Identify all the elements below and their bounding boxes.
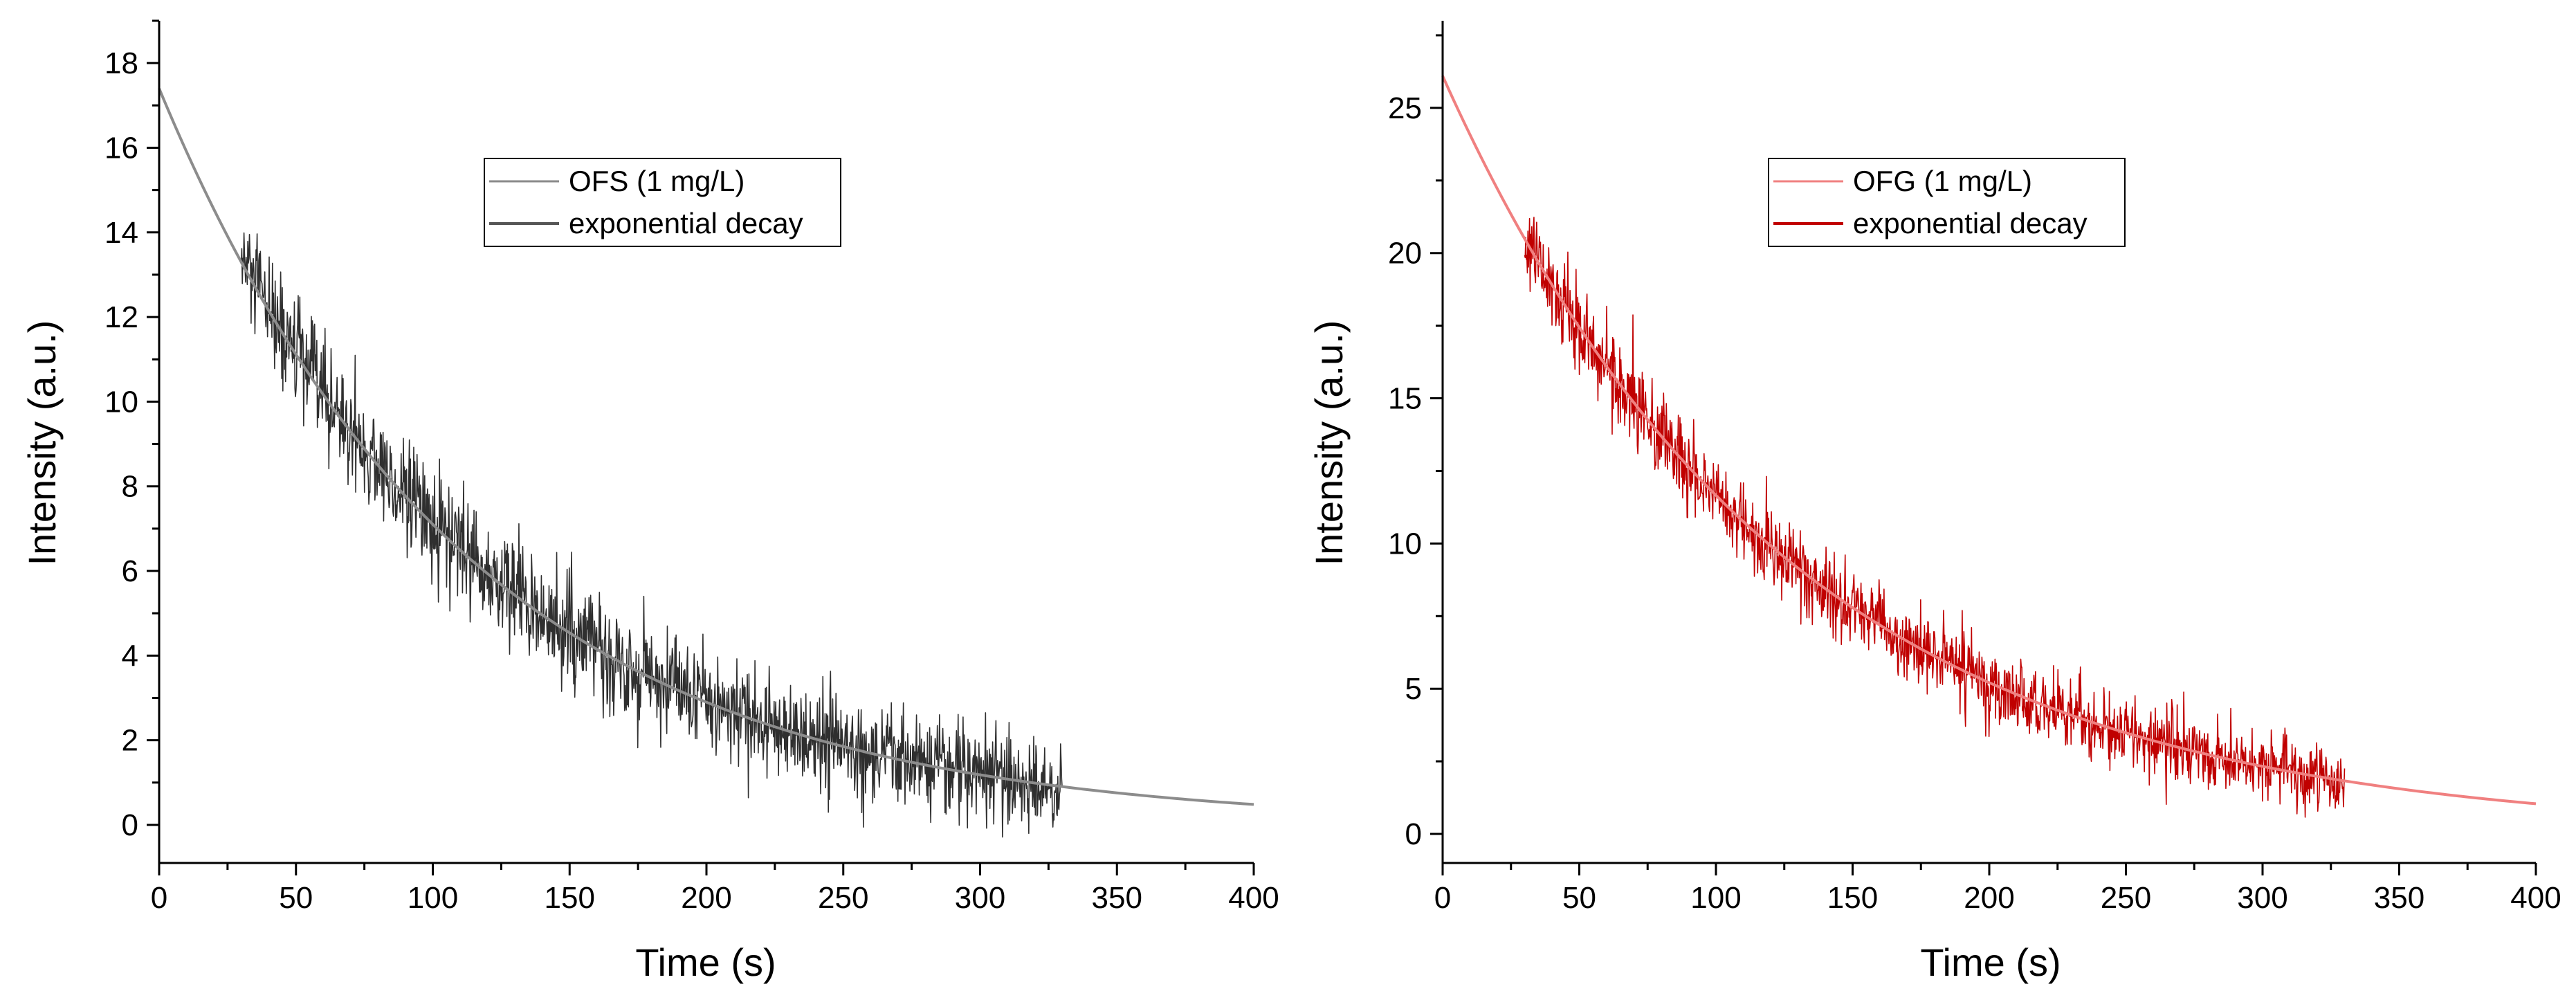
left-y-tick-label: 4: [122, 639, 138, 673]
left-y-tick-label: 16: [104, 131, 138, 165]
right-fit-line: [1441, 75, 2537, 806]
left-y-tick-label: 10: [104, 385, 138, 419]
left-data-line: [240, 232, 1063, 838]
right-legend-box: [1768, 158, 2126, 247]
right-legend-label-fit: exponential decay: [1853, 207, 2088, 239]
right-data-line: [1524, 217, 2346, 818]
left-legend-label-fit: exponential decay: [569, 207, 803, 239]
left-y-ticks: 0 2 4 6 8 10 12 14 16 18: [104, 19, 159, 842]
left-legend-box: [484, 158, 841, 247]
right-x-tick-label: 300: [2237, 881, 2287, 915]
right-x-tick-label: 200: [1964, 881, 2014, 915]
right-y-tick-label: 0: [1405, 817, 1422, 851]
left-x-ticks: 0 50 100 150 200 250 300 350 400: [151, 863, 1279, 915]
right-y-axis-title: Intensity (a.u.): [1307, 320, 1351, 566]
left-data-series: [240, 232, 1063, 838]
left-x-axis-title: Time (s): [635, 940, 776, 984]
left-y-tick-label: 2: [122, 724, 138, 758]
right-legend-label-data: OFG (1 mg/L): [1853, 165, 2032, 197]
left-plot-area: [158, 88, 1254, 838]
right-x-tick-label: 400: [2510, 881, 2561, 915]
right-y-tick-label: 10: [1388, 527, 1422, 561]
left-x-tick-label: 400: [1228, 881, 1279, 915]
right-x-tick-label: 50: [1562, 881, 1596, 915]
right-y-tick-label: 5: [1405, 672, 1422, 706]
left-x-tick-label: 100: [408, 881, 458, 915]
right-y-tick-label: 25: [1388, 91, 1422, 125]
right-x-axis-title: Time (s): [1920, 940, 2061, 984]
left-y-tick-label: 6: [122, 554, 138, 588]
right-panel: 0 50 100 150 200 250 300 350 400 0 5 10 15 20 25 Time…: [1307, 21, 2561, 984]
left-y-tick-label: 0: [122, 808, 138, 842]
right-x-ticks: 0 50 100 150 200 250 300 350 400: [1434, 863, 2561, 915]
left-y-tick-label: 18: [104, 46, 138, 80]
left-x-tick-label: 350: [1092, 881, 1142, 915]
right-x-tick-label: 100: [1690, 881, 1741, 915]
left-x-tick-label: 200: [681, 881, 731, 915]
right-plot-area: [1441, 75, 2537, 818]
right-legend: OFG (1 mg/L) exponential decay: [1768, 158, 2126, 247]
right-x-tick-label: 0: [1434, 881, 1451, 915]
right-y-tick-label: 15: [1388, 382, 1422, 416]
right-x-tick-label: 150: [1827, 881, 1878, 915]
left-legend-label-data: OFS (1 mg/L): [569, 165, 745, 197]
left-x-tick-label: 300: [955, 881, 1005, 915]
left-y-tick-label: 14: [104, 216, 138, 250]
left-x-tick-label: 0: [151, 881, 167, 915]
right-x-tick-label: 250: [2101, 881, 2151, 915]
left-y-tick-label: 8: [122, 470, 138, 504]
left-x-tick-label: 50: [279, 881, 313, 915]
left-axes: [158, 21, 1254, 864]
left-panel: 0 50 100 150 200 250 300 350 400 0 2 4 6 8 10 12 14 16 18…: [20, 19, 1279, 984]
left-legend: OFS (1 mg/L) exponential decay: [484, 158, 841, 247]
left-y-tick-label: 12: [104, 300, 138, 334]
right-y-tick-label: 20: [1388, 237, 1422, 271]
right-y-ticks: 0 5 10 15 20 25: [1388, 34, 1443, 851]
left-y-axis-title: Intensity (a.u.): [20, 320, 64, 566]
left-x-tick-label: 250: [818, 881, 868, 915]
left-x-tick-label: 150: [545, 881, 595, 915]
right-x-tick-label: 350: [2374, 881, 2424, 915]
left-fit-line: [158, 88, 1254, 806]
right-data-series: [1524, 217, 2346, 818]
